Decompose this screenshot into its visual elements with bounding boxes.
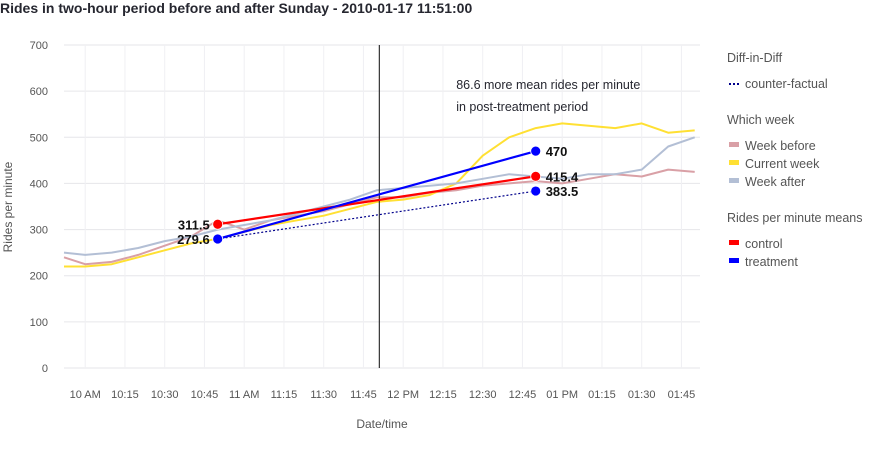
control-post-point: [530, 170, 542, 182]
y-tick-label: 300: [30, 225, 48, 237]
legend-swatch-week-before: [729, 142, 739, 147]
x-tick-label: 10:15: [111, 389, 139, 401]
x-tick-label: 11:45: [350, 389, 377, 401]
legend-item-control: control: [745, 237, 783, 251]
mean-points: [212, 145, 542, 245]
x-tick-label: 01:15: [588, 389, 616, 401]
legend: Diff-in-Diff counter-factual Which week …: [727, 51, 862, 269]
y-axis-label: Rides per minute: [1, 161, 15, 252]
legend-swatch-control: [729, 240, 739, 245]
x-tick-label: 10 AM: [70, 389, 101, 401]
control-pre-point: [212, 218, 224, 230]
legend-item-treatment: treatment: [745, 255, 798, 269]
x-tick-label: 12:45: [509, 389, 537, 401]
control-mean-line: [217, 175, 536, 226]
x-tick-label: 11:15: [271, 389, 298, 401]
annotation-line-2: in post-treatment period: [456, 100, 588, 114]
label-control-pre: 311.5: [178, 217, 210, 232]
legend-title-which-week: Which week: [727, 113, 795, 127]
label-counterfactual-post: 383.5: [546, 184, 579, 199]
legend-title-means: Rides per minute means: [727, 211, 862, 225]
label-treatment-post: 470: [546, 144, 568, 159]
treatment-pre-point: [212, 233, 224, 245]
label-control-post: 415.4: [546, 169, 579, 184]
counterfactual-post-point: [530, 185, 542, 197]
x-tick-label: 11:30: [310, 389, 337, 401]
x-tick-label: 12 PM: [387, 389, 419, 401]
x-tick-label: 10:30: [151, 389, 179, 401]
x-axis-label: Date/time: [356, 417, 408, 431]
y-tick-label: 0: [42, 363, 48, 375]
legend-swatch-current-week: [729, 160, 739, 165]
x-tick-label: 11 AM: [229, 389, 259, 401]
series-line-week-before: [63, 168, 695, 266]
y-tick-label: 500: [30, 132, 48, 144]
legend-item-week-before: Week before: [745, 139, 816, 153]
series-line-week-after: [63, 136, 696, 256]
y-tick-label: 100: [30, 317, 48, 329]
x-tick-labels: 10 AM 10:15 10:30 10:45 11 AM 11:15 11:30 11:45…: [70, 389, 696, 401]
treatment-mean-line: [217, 150, 536, 241]
grid: [64, 44, 700, 369]
legend-swatch-treatment: [729, 258, 739, 263]
x-tick-label: 12:30: [469, 389, 497, 401]
x-tick-label: 01:45: [668, 389, 696, 401]
legend-item-counter-factual: counter-factual: [745, 77, 828, 91]
chart-title: Rides in two-hour period before and afte…: [0, 0, 472, 16]
counterfactual-line: [217, 190, 536, 240]
legend-title-diff-in-diff: Diff-in-Diff: [727, 51, 783, 65]
mean-lines: [217, 150, 536, 241]
y-tick-label: 200: [30, 271, 48, 283]
x-tick-label: 10:45: [191, 389, 219, 401]
y-tick-label: 400: [30, 178, 48, 190]
legend-swatch-week-after: [729, 178, 739, 183]
x-tick-label: 01:30: [628, 389, 656, 401]
legend-item-current-week: Current week: [745, 157, 820, 171]
y-tick-label: 700: [30, 40, 48, 52]
y-tick-label: 600: [30, 86, 48, 98]
y-tick-labels: 0 100 200 300 400 500 600 700: [30, 40, 48, 375]
x-tick-label: 12:15: [429, 389, 457, 401]
series-line-current-week: [64, 122, 695, 268]
series-lines: [63, 122, 696, 268]
annotation-line-1: 86.6 more mean rides per minute: [456, 78, 640, 92]
treatment-post-point: [530, 145, 542, 157]
x-tick-label: 01 PM: [546, 389, 578, 401]
legend-item-week-after: Week after: [745, 175, 805, 189]
label-treatment-pre: 279.6: [177, 232, 210, 247]
